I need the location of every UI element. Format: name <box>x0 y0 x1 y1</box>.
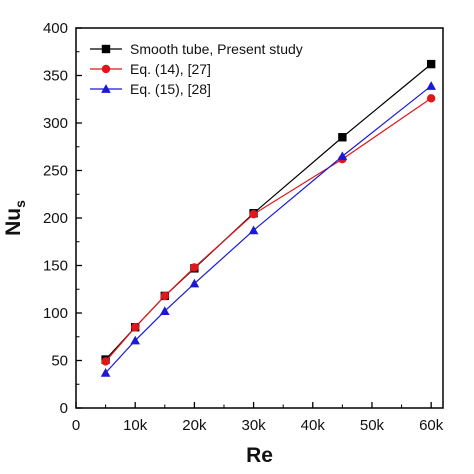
y-tick-label: 0 <box>60 400 68 417</box>
x-tick-label: 60k <box>419 417 444 434</box>
data-point <box>337 151 348 161</box>
legend: Smooth tube, Present study Eq. (14), [27]… <box>90 41 303 97</box>
y-tick-label: 150 <box>43 258 68 275</box>
data-point <box>189 278 200 288</box>
data-point <box>426 94 436 103</box>
y-axis-title-main: Nu <box>2 208 25 236</box>
legend-label: Smooth tube, Present study <box>130 41 303 57</box>
data-point <box>130 323 140 332</box>
series-1 <box>101 59 436 364</box>
series-line <box>105 85 432 374</box>
legend-label: Eq. (14), [27] <box>130 61 211 77</box>
data-point <box>101 357 110 366</box>
y-tick-label: 350 <box>43 68 68 85</box>
x-tick-label: 10k <box>123 417 148 434</box>
y-tick-label: 400 <box>43 20 68 37</box>
axes: 0 10k 20k 30k 40k 50k 60k 0 50 100 150 200 250 300 350… <box>43 20 444 434</box>
series-3 <box>100 81 436 377</box>
y-tick-label: 50 <box>51 353 68 370</box>
data-point <box>130 335 141 345</box>
series-layer <box>100 59 436 377</box>
data-point <box>248 225 259 235</box>
x-tick-label: 50k <box>360 417 385 434</box>
legend-marker <box>101 84 111 93</box>
legend-marker <box>101 64 111 74</box>
y-axis-title-subscript: s <box>12 200 28 208</box>
data-point <box>426 81 436 90</box>
y-tick-label: 250 <box>43 163 68 180</box>
y-tick-label: 100 <box>43 305 68 322</box>
legend-marker <box>101 44 111 54</box>
data-point <box>159 306 170 315</box>
data-point <box>100 368 111 377</box>
data-point <box>160 291 169 301</box>
data-point <box>249 210 258 219</box>
x-tick-label: 20k <box>182 417 207 434</box>
x-tick-label: 0 <box>72 417 80 434</box>
data-point <box>338 133 347 142</box>
y-tick-label: 300 <box>43 115 68 132</box>
legend-label: Eq. (15), [28] <box>130 81 211 97</box>
data-point <box>426 59 436 69</box>
series-line <box>105 63 432 360</box>
y-tick-label: 200 <box>43 210 68 227</box>
data-point <box>190 263 199 272</box>
x-axis-title: Re <box>246 444 273 467</box>
y-axis-title: Nus <box>2 200 28 236</box>
x-tick-label: 30k <box>241 417 266 434</box>
x-tick-label: 40k <box>301 417 326 434</box>
